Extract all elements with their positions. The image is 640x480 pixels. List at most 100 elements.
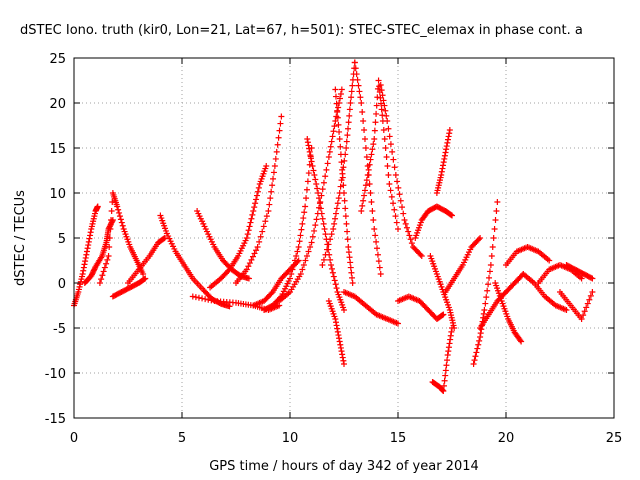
data-series bbox=[341, 289, 401, 327]
data-point bbox=[338, 86, 345, 93]
data-point bbox=[343, 145, 350, 151]
data-point bbox=[202, 296, 209, 303]
data-point bbox=[325, 154, 332, 160]
data-point bbox=[345, 125, 352, 132]
data-point bbox=[361, 192, 368, 199]
data-point bbox=[99, 272, 106, 279]
data-point bbox=[266, 201, 273, 208]
x-tick-label: 25 bbox=[606, 431, 623, 446]
data-point bbox=[480, 310, 487, 317]
data-point bbox=[79, 271, 86, 277]
data-series bbox=[125, 235, 168, 286]
data-point bbox=[395, 320, 401, 327]
data-point bbox=[377, 82, 384, 88]
data-point bbox=[346, 106, 353, 113]
data-point bbox=[81, 261, 88, 268]
data-point bbox=[395, 226, 401, 232]
data-point bbox=[257, 233, 264, 240]
data-point bbox=[336, 136, 343, 142]
data-point bbox=[477, 235, 484, 241]
data-point bbox=[248, 215, 255, 222]
data-point bbox=[407, 236, 414, 243]
data-point bbox=[441, 155, 448, 162]
data-point bbox=[85, 238, 92, 245]
data-point bbox=[375, 77, 382, 84]
data-point bbox=[107, 226, 114, 232]
y-tick-label: 15 bbox=[49, 142, 66, 157]
data-point bbox=[445, 133, 452, 140]
data-point bbox=[384, 118, 391, 124]
data-point bbox=[336, 128, 343, 135]
data-point bbox=[247, 219, 254, 226]
x-tick-label: 5 bbox=[178, 431, 186, 446]
data-point bbox=[442, 367, 449, 374]
data-point bbox=[320, 179, 327, 186]
data-point bbox=[338, 348, 345, 355]
data-point bbox=[341, 307, 347, 313]
data-point bbox=[304, 178, 311, 185]
data-point bbox=[305, 170, 312, 177]
x-tick-labels: 0 5 10 15 20 25 bbox=[70, 431, 622, 446]
data-point bbox=[326, 148, 333, 155]
data-point bbox=[336, 335, 343, 342]
data-point bbox=[248, 256, 255, 263]
data-point bbox=[446, 340, 453, 347]
data-point bbox=[442, 372, 449, 379]
data-series bbox=[96, 190, 147, 286]
data-point bbox=[298, 226, 305, 233]
data-point bbox=[385, 125, 392, 132]
data-point bbox=[312, 176, 319, 183]
data-point bbox=[320, 220, 327, 227]
data-point bbox=[161, 235, 168, 241]
data-point bbox=[330, 226, 337, 232]
y-tick-label: 10 bbox=[49, 187, 66, 202]
data-point bbox=[444, 357, 451, 364]
data-point bbox=[245, 263, 252, 270]
data-point bbox=[84, 245, 91, 252]
data-point bbox=[265, 208, 272, 214]
data-point bbox=[114, 203, 121, 210]
data-point bbox=[491, 226, 498, 232]
data-point bbox=[347, 259, 354, 266]
data-point bbox=[334, 114, 341, 121]
data-point bbox=[268, 290, 275, 297]
data-point bbox=[356, 88, 363, 95]
data-point bbox=[440, 159, 447, 166]
data-point bbox=[580, 312, 587, 319]
data-point bbox=[254, 188, 261, 195]
data-point bbox=[386, 133, 393, 140]
data-point bbox=[341, 361, 347, 367]
data-point bbox=[352, 65, 359, 72]
data-point bbox=[337, 344, 344, 351]
data-point bbox=[334, 200, 341, 207]
data-point bbox=[333, 285, 340, 292]
data-point bbox=[583, 304, 590, 311]
data-point bbox=[357, 94, 364, 101]
data-point bbox=[253, 192, 260, 199]
data-point bbox=[448, 211, 455, 218]
data-point bbox=[332, 215, 339, 222]
plot-frame bbox=[73, 57, 615, 419]
data-point bbox=[365, 166, 372, 173]
data-point bbox=[100, 268, 107, 275]
data-point bbox=[301, 209, 308, 216]
data-point bbox=[322, 173, 329, 180]
data-point bbox=[482, 300, 489, 307]
data-point bbox=[344, 236, 351, 243]
data-point bbox=[303, 253, 310, 259]
data-point bbox=[305, 142, 312, 149]
data-point bbox=[199, 295, 206, 302]
data-point bbox=[484, 287, 491, 294]
data-point bbox=[195, 294, 202, 301]
data-point bbox=[335, 195, 342, 202]
data-point bbox=[380, 127, 387, 133]
data-point bbox=[323, 166, 330, 173]
data-points bbox=[71, 59, 596, 394]
data-point bbox=[303, 186, 310, 193]
data-point bbox=[276, 127, 283, 134]
data-point bbox=[324, 160, 331, 167]
data-point bbox=[297, 232, 304, 239]
data-point bbox=[472, 353, 479, 360]
data-point bbox=[255, 184, 262, 191]
